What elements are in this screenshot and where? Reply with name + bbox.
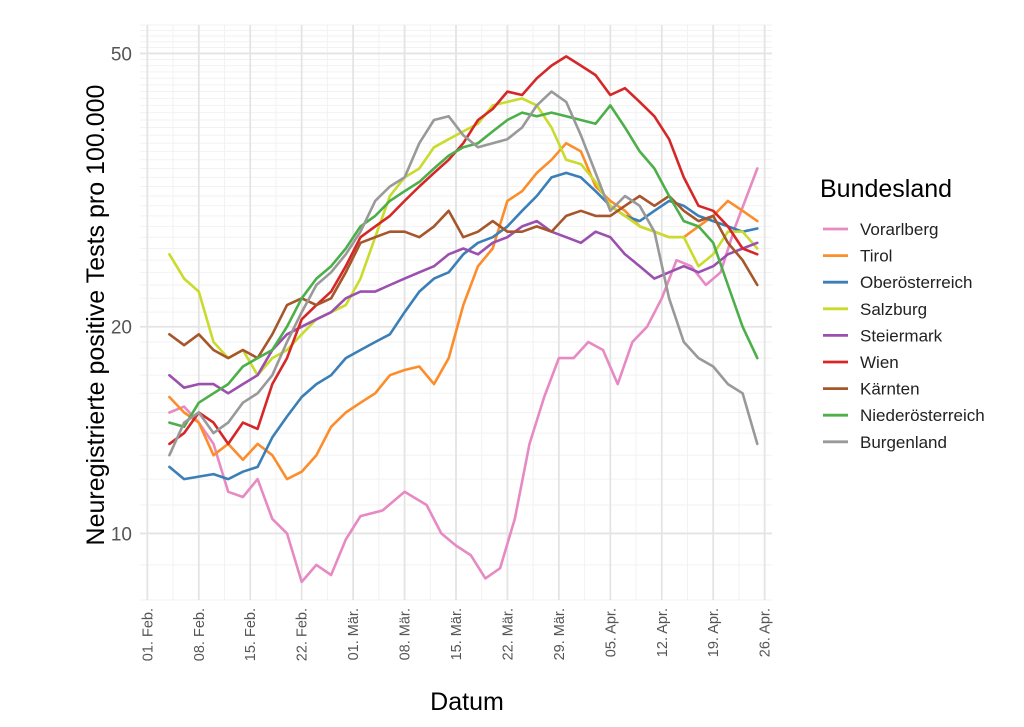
series-line-nieder-sterreich <box>168 104 759 429</box>
series-line-k-rnten <box>168 194 759 360</box>
legend-label: Vorarlberg <box>860 220 938 239</box>
x-axis-ticks: 01. Feb. 08. Feb. 15. Feb. 22. Feb. 01. Mär.… <box>140 608 773 661</box>
legend: Bundesland Vorarlberg Tirol Oberösterreich… <box>820 175 985 452</box>
legend-label: Kärnten <box>860 380 920 399</box>
series-lines <box>168 55 759 584</box>
y-axis-ticks: 10 20 50 <box>111 44 132 545</box>
legend-label: Niederösterreich <box>860 406 985 425</box>
legend-label: Wien <box>860 353 899 372</box>
legend-label: Burgenland <box>860 433 947 452</box>
y-tick-label: 20 <box>111 318 132 339</box>
series-line-burgenland <box>168 90 759 457</box>
x-tick-label: 12. Apr. <box>655 608 671 657</box>
x-tick-label: 08. Feb. <box>192 608 208 661</box>
x-tick-label: 29. Mär. <box>552 608 568 660</box>
series-line-wien <box>168 55 759 446</box>
x-axis-title: Datum <box>430 688 504 716</box>
x-tick-label: 22. Feb. <box>295 608 311 661</box>
x-tick-label: 22. Mär. <box>500 608 516 660</box>
series-line-vorarlberg <box>168 167 759 584</box>
x-tick-label: 05. Apr. <box>603 608 619 657</box>
x-tick-label: 15. Mär. <box>449 608 465 660</box>
legend-items: Vorarlberg Tirol Oberösterreich Salzburg Ste… <box>823 220 985 452</box>
series-line-steiermark <box>168 219 759 395</box>
x-tick-label: 19. Apr. <box>706 608 722 657</box>
series-line-ober-sterreich <box>168 171 759 481</box>
y-tick-label: 10 <box>111 524 132 545</box>
legend-label: Salzburg <box>860 300 927 319</box>
x-tick-label: 08. Mär. <box>398 608 414 660</box>
x-tick-label: 01. Mär. <box>346 608 362 660</box>
legend-label: Steiermark <box>860 326 943 345</box>
legend-label: Oberösterreich <box>860 273 972 292</box>
y-tick-label: 50 <box>111 44 132 65</box>
y-axis-title: Neuregistrierte positive Tests pro 100.0… <box>82 85 110 546</box>
x-tick-label: 15. Feb. <box>243 608 259 661</box>
x-tick-label: 01. Feb. <box>140 608 156 661</box>
series-line-salzburg <box>168 97 759 377</box>
legend-title: Bundesland <box>820 175 952 203</box>
major-gridlines <box>140 25 772 600</box>
legend-label: Tirol <box>860 247 892 266</box>
x-tick-label: 26. Apr. <box>758 608 774 657</box>
